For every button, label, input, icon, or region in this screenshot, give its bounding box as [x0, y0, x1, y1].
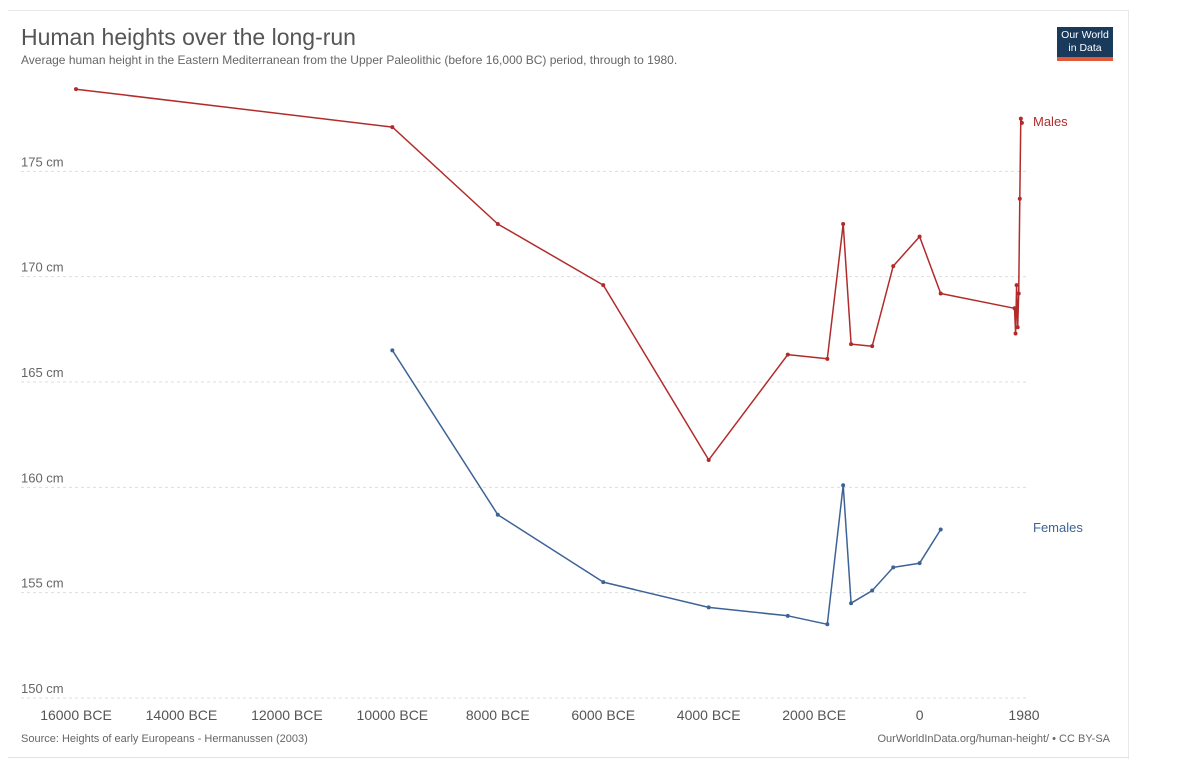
chart-title: Human heights over the long-run [21, 24, 356, 50]
y-tick-label: 155 cm [21, 576, 64, 591]
chart-frame [8, 10, 1129, 759]
logo-line-2: in Data [1068, 42, 1102, 54]
data-point[interactable] [1017, 196, 1022, 201]
source-note: Source: Heights of early Europeans - Her… [21, 733, 308, 745]
data-point[interactable] [706, 457, 711, 462]
chart-subtitle: Average human height in the Eastern Medi… [21, 53, 678, 67]
data-point[interactable] [841, 222, 846, 226]
data-point[interactable] [1015, 325, 1020, 330]
x-tick-label: 10000 BCE [357, 707, 429, 723]
data-point[interactable] [601, 283, 606, 288]
x-tick-label: 6000 BCE [571, 707, 635, 723]
series-males [74, 87, 1024, 462]
data-point[interactable] [825, 622, 830, 627]
data-point[interactable] [1019, 120, 1024, 125]
x-tick-label: 1980 [1008, 707, 1039, 723]
series-line-males[interactable] [75, 88, 1023, 461]
y-tick-label: 160 cm [21, 470, 64, 485]
data-point[interactable] [785, 352, 790, 357]
x-tick-label: 16000 BCE [40, 707, 112, 723]
data-point[interactable] [390, 125, 395, 130]
data-point[interactable] [870, 344, 875, 349]
x-tick-label: 2000 BCE [782, 707, 846, 723]
data-point[interactable] [938, 527, 943, 532]
data-point[interactable] [917, 561, 922, 566]
x-tick-label: 8000 BCE [466, 707, 530, 723]
x-tick-label: 14000 BCE [146, 707, 218, 723]
series-label-males[interactable]: Males [1033, 114, 1068, 129]
y-tick-label: 150 cm [21, 681, 64, 696]
series-labels: Males Females [1033, 114, 1083, 535]
logo-line-1: Our World [1061, 29, 1109, 41]
x-tick-label: 0 [916, 707, 924, 723]
data-point[interactable] [825, 356, 830, 361]
data-point[interactable] [849, 342, 854, 347]
chart-frame-bottom [8, 757, 1128, 758]
data-point[interactable] [917, 234, 922, 239]
series-label-females[interactable]: Females [1033, 520, 1083, 535]
data-point[interactable] [495, 222, 500, 226]
data-point[interactable] [870, 588, 875, 593]
data-point[interactable] [785, 613, 790, 618]
y-tick-label: 170 cm [21, 260, 64, 275]
series-line-females[interactable] [391, 349, 942, 626]
data-point[interactable] [1012, 306, 1017, 311]
data-point[interactable] [1018, 116, 1023, 121]
y-tick-label: 165 cm [21, 365, 64, 380]
data-point[interactable] [706, 605, 711, 610]
y-tick-label: 175 cm [21, 154, 64, 169]
data-point[interactable] [1016, 291, 1021, 296]
x-tick-label: 12000 BCE [251, 707, 323, 723]
data-point[interactable] [601, 580, 606, 585]
data-point[interactable] [938, 291, 943, 296]
y-axis: 150 cm 155 cm 160 cm 165 cm 170 cm 175 cm [21, 154, 64, 696]
series-group [74, 87, 1024, 627]
data-point[interactable] [1014, 283, 1019, 288]
x-tick-label: 4000 BCE [677, 707, 741, 723]
data-point[interactable] [495, 512, 500, 517]
data-point[interactable] [891, 565, 896, 570]
gridlines [21, 170, 1026, 699]
data-point[interactable] [1013, 331, 1018, 336]
credit-link[interactable]: OurWorldInData.org/human-height/ • CC BY… [877, 733, 1110, 745]
data-point[interactable] [74, 87, 78, 92]
data-point[interactable] [849, 601, 854, 606]
data-point[interactable] [841, 483, 846, 488]
data-point[interactable] [891, 264, 896, 269]
data-point[interactable] [390, 348, 395, 353]
series-females [390, 348, 943, 627]
x-axis: 16000 BCE 14000 BCE 12000 BCE 10000 BCE 8000… [40, 707, 1040, 723]
owid-logo[interactable]: Our World in Data [1057, 27, 1113, 61]
